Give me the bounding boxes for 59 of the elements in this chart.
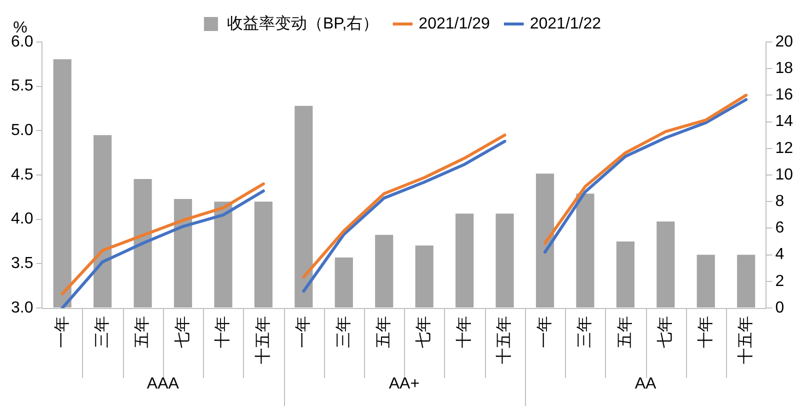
legend-label: 收益率变动（BP,右） [226,14,379,32]
y2-tick-label: 10 [775,166,794,184]
bar [334,257,353,308]
bar [94,135,112,308]
x-tick-label: 十年 [214,316,232,348]
bar [375,234,394,308]
x-tick-label: 十年 [454,316,473,348]
y-tick-label: 3.0 [10,299,34,316]
x-tick-label: 十五年 [254,316,272,364]
x-tick-label: 一年 [536,316,554,348]
legend-label: 2021/1/29 [418,15,490,32]
bar [134,178,152,308]
y2-tick-label: 14 [775,113,794,130]
x-tick-label: 五年 [134,316,152,348]
x-tick-label: 十年 [696,316,714,348]
x-tick-label: 三年 [576,316,594,348]
y2-tick-label: 8 [775,193,784,210]
x-tick-label: 一年 [54,316,71,348]
x-tick-label: 三年 [94,316,111,348]
bar [254,202,272,308]
bar [496,214,514,308]
x-tick-label: 五年 [616,316,634,348]
x-tick-label: 三年 [335,316,352,348]
x-tick-label: 七年 [656,316,674,348]
x-tick-label: 五年 [376,316,393,348]
y2-tick-label: 18 [775,60,794,78]
bar [696,254,715,308]
bar [616,242,634,308]
y2-tick-label: 12 [775,140,794,157]
x-tick-label: 七年 [173,316,192,348]
x-tick-label: 十五年 [495,316,514,364]
y2-tick-label: 16 [775,86,794,104]
bar [214,202,232,308]
bar [456,214,474,308]
text: AA [634,375,657,392]
y-tick-label: 3.5 [10,255,34,272]
bar [576,194,594,308]
bar [294,106,313,308]
legend-label: 2021/1/22 [530,15,602,32]
bar [415,245,434,308]
y-tick-label: 5.0 [10,122,34,140]
y-tick-label: 5.5 [10,78,34,95]
bar [737,254,756,308]
bar [536,174,554,308]
y-tick-label: 4.0 [10,210,34,228]
y2-tick-label: 6 [775,220,784,237]
text: AAA [146,375,180,392]
x-tick-label: 一年 [295,316,312,348]
x-tick-label: 十五年 [736,316,754,364]
y2-tick-label: 0 [775,299,784,316]
bar [656,222,675,308]
y2-tick-label: 4 [775,246,784,264]
x-tick-label: 七年 [414,316,433,348]
bar [53,59,72,308]
y-tick-label: 4.5 [10,166,34,184]
y2-tick-label: 20 [775,33,794,50]
y2-tick-label: 2 [775,272,784,290]
bar [174,198,192,308]
text: AA+ [388,375,420,392]
